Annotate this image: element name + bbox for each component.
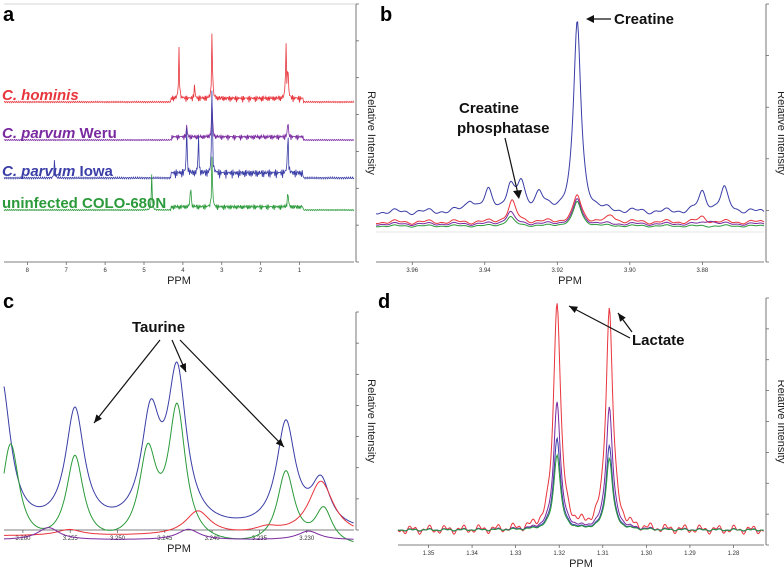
x-tick-label: 3.255 — [63, 536, 79, 542]
series-line — [397, 453, 764, 532]
series-line — [397, 303, 764, 535]
x-axis-title: PPM — [569, 558, 593, 570]
series-line — [397, 401, 764, 532]
arrow-line — [93, 339, 161, 424]
arrow-head — [618, 313, 626, 322]
series-label-italic: C. parvum — [2, 163, 75, 180]
x-tick-label: 1.29 — [684, 551, 696, 557]
x-tick-label: 3.96 — [406, 268, 418, 274]
arrow-head — [275, 438, 284, 447]
panel-label: a — [3, 4, 15, 26]
x-tick-label: 1.33 — [510, 551, 522, 557]
arrow-head — [513, 190, 522, 199]
arrow-head — [586, 15, 594, 23]
annotation-lactate: Lactate — [632, 332, 685, 349]
panel-label: d — [378, 291, 390, 313]
x-tick-label: 1 — [298, 268, 302, 274]
series-line — [3, 99, 355, 142]
x-tick-label: 3.260 — [15, 536, 31, 542]
x-tick-label: 3.90 — [624, 268, 636, 274]
x-tick-label: 1.34 — [466, 551, 478, 557]
y-axis-title: Relative Intensity — [365, 379, 377, 463]
series-label-italic: C. hominis — [2, 87, 79, 104]
panel-a: 8 7 6 5 4 3 2 1 PPM Relative Intensity a C. hominis… — [2, 3, 377, 287]
x-tick-label: 1.30 — [641, 551, 653, 557]
x-tick-label: 2 — [259, 268, 263, 274]
series-label-plain: Weru — [75, 125, 116, 142]
x-tick-label: 3.240 — [205, 536, 221, 542]
x-tick-label: 1.31 — [597, 551, 609, 557]
arrow-line — [568, 305, 631, 339]
series-label: C. hominis — [2, 87, 79, 104]
series-label-plain: uninfected COLO-680N — [2, 195, 166, 212]
arrow-line — [179, 339, 285, 448]
x-tick-label: 3.245 — [157, 536, 173, 542]
arrow-head — [94, 414, 102, 423]
x-tick-label: 8 — [26, 268, 30, 274]
series-label: C. parvum Iowa — [2, 163, 114, 180]
annotation-creatine-phosphatase-1: Creatine — [459, 100, 519, 117]
x-tick-label: 3.230 — [299, 536, 315, 542]
series-line — [375, 198, 765, 226]
series-line — [4, 527, 354, 540]
series-line — [375, 194, 765, 225]
x-axis-title: PPM — [167, 275, 191, 287]
annotation-taurine: Taurine — [132, 319, 185, 336]
series-line — [3, 402, 354, 543]
panel-c: 3.260 3.255 3.250 3.245 3.240 3.235 3.230PPMRe… — [3, 291, 377, 555]
series-label-plain: Iowa — [75, 163, 113, 180]
arrow-head — [179, 363, 186, 372]
x-tick-label: 6 — [103, 268, 107, 274]
panel-label: b — [380, 4, 392, 26]
series-line — [3, 361, 354, 524]
panel-b: 3.96 3.94 3.92 3.90 3.88 PPM Relative Intensit… — [375, 3, 784, 287]
x-tick-label: 3.88 — [697, 268, 709, 274]
series-line — [375, 201, 765, 228]
x-tick-label: 4 — [181, 268, 185, 274]
arrow-head — [569, 306, 578, 313]
y-axis-title: Relative Intensity — [775, 91, 784, 175]
y-axis-title: Relative Intensity — [775, 380, 784, 464]
x-tick-label: 3.92 — [551, 268, 563, 274]
series-line — [3, 90, 355, 180]
series-label: uninfected COLO-680N — [2, 195, 166, 212]
x-tick-label: 3 — [220, 268, 224, 274]
series-label-italic: C. parvum — [2, 125, 75, 142]
arrow-line — [504, 137, 519, 195]
x-tick-label: 1.32 — [553, 551, 565, 557]
series-line — [3, 33, 355, 104]
panel-label: c — [3, 291, 14, 313]
x-tick-label: 1.35 — [423, 551, 435, 557]
x-tick-label: 7 — [65, 268, 69, 274]
x-tick-label: 1.28 — [728, 551, 740, 557]
series-line — [3, 156, 355, 212]
series-label: C. parvum Weru — [2, 125, 117, 142]
series-line — [375, 21, 765, 216]
x-axis-title: PPM — [167, 543, 191, 555]
x-tick-label: 5 — [142, 268, 146, 274]
x-tick-label: 3.94 — [479, 268, 491, 274]
annotation-creatine: Creatine — [614, 11, 674, 28]
y-axis-title: Relative Intensity — [365, 91, 377, 175]
x-axis-title: PPM — [558, 275, 582, 287]
annotation-creatine-phosphatase-2: phosphatase — [457, 120, 550, 137]
series-line — [397, 436, 764, 532]
series-line — [4, 480, 354, 536]
panel-d: 1.35 1.34 1.33 1.32 1.31 1.30 1.29 1.28 PPM Relat… — [378, 291, 784, 570]
